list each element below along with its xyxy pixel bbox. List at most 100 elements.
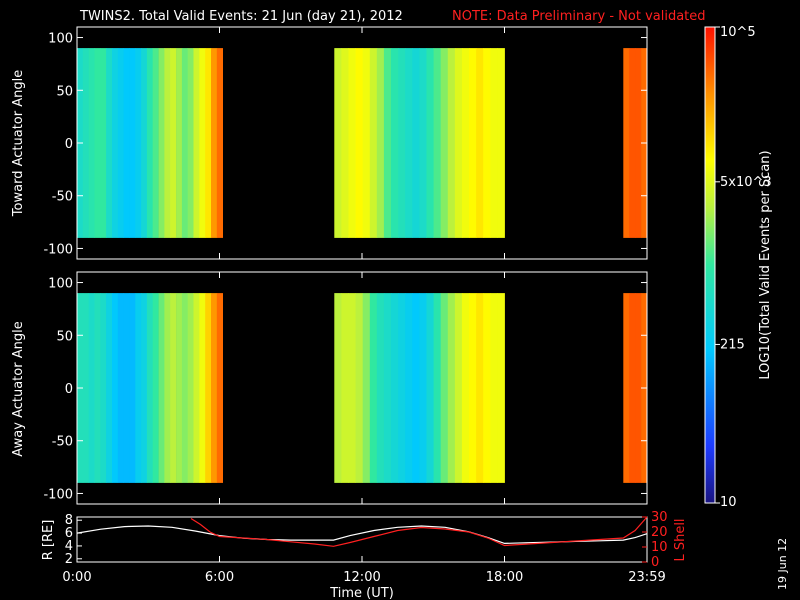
r-axis-label: R [RE]	[41, 520, 56, 561]
r-tick-label: 2	[65, 552, 73, 567]
heatmap-column	[164, 293, 171, 483]
heatmap-column	[152, 293, 159, 483]
heatmap-column	[158, 48, 165, 238]
heatmap-column	[461, 48, 470, 238]
time-tick-label: 18:00	[486, 570, 523, 585]
heatmap-column	[176, 48, 183, 238]
ytick-label: 50	[56, 84, 73, 99]
heatmap-column	[412, 293, 420, 483]
heatmap-column	[199, 48, 206, 238]
heatmap-column	[490, 48, 498, 238]
heatmap-column	[476, 293, 484, 483]
heatmap-column	[391, 48, 399, 238]
colorbar-ticks: 10 215 5x10^3 10^5	[715, 25, 772, 510]
ytick-label: 100	[48, 32, 73, 47]
heatmap-column	[405, 293, 413, 483]
away-yticks: -100 -50 0 50 100	[43, 277, 647, 502]
heatmap-column	[94, 293, 101, 483]
heatmap-column	[635, 48, 642, 238]
r-tick-label: 4	[65, 539, 73, 554]
heatmap-column	[483, 48, 491, 238]
away-heatmap	[77, 293, 648, 483]
heatmap-column	[476, 48, 484, 238]
toward-heatmap	[77, 48, 648, 238]
heatmap-column	[376, 293, 385, 483]
heatmap-column	[348, 293, 356, 483]
heatmap-column	[176, 293, 183, 483]
ytick-label: -100	[43, 487, 73, 502]
colorbar-gradient	[704, 26, 716, 504]
heatmap-column	[170, 48, 177, 238]
heatmap-column	[369, 48, 378, 238]
time-tick-label: 23:59	[628, 570, 665, 585]
heatmap-column	[88, 48, 95, 238]
heatmap-column	[447, 48, 456, 238]
heatmap-column	[94, 48, 101, 238]
heatmap-column	[629, 293, 636, 483]
heatmap-column	[334, 293, 342, 483]
toward-panel: -100 -50 0 50 100 Toward Actuator Angle	[11, 26, 648, 260]
away-ylabel: Away Actuator Angle	[11, 321, 26, 456]
heatmap-column	[454, 48, 463, 238]
colorbar-tick-label: 10^5	[720, 25, 756, 40]
heatmap-column	[100, 293, 107, 483]
heatmap-column	[419, 293, 427, 483]
heatmap-column	[158, 293, 165, 483]
preliminary-note: NOTE: Data Preliminary - Not validated	[452, 9, 706, 24]
heatmap-column	[447, 293, 456, 483]
lshell-tick-label: 10	[651, 540, 668, 555]
heatmap-column	[205, 48, 212, 238]
heatmap-column	[369, 293, 378, 483]
colorbar-tick-label: 215	[720, 337, 745, 352]
heatmap-column	[433, 48, 442, 238]
heatmap-column	[341, 293, 349, 483]
heatmap-column	[440, 293, 449, 483]
heatmap-column	[341, 48, 349, 238]
heatmap-column	[117, 293, 124, 483]
heatmap-column	[112, 48, 119, 238]
heatmap-column	[433, 293, 442, 483]
heatmap-column	[454, 293, 463, 483]
heatmap-column	[469, 293, 477, 483]
ytick-label: -100	[43, 242, 73, 257]
heatmap-column	[623, 48, 630, 238]
lshell-tick-label: 30	[651, 510, 668, 525]
heatmap-column	[426, 293, 434, 483]
toward-yticks: -100 -50 0 50 100	[43, 32, 647, 257]
heatmap-column	[383, 48, 392, 238]
heatmap-column	[629, 48, 636, 238]
colorbar-tick-label: 10	[720, 495, 737, 510]
heatmap-column	[152, 48, 159, 238]
heatmap-column	[123, 48, 130, 238]
heatmap-column	[216, 48, 223, 238]
heatmap-column	[88, 293, 95, 483]
heatmap-column	[193, 293, 200, 483]
lshell-axis-label: L Shell	[673, 518, 688, 561]
heatmap-column	[461, 293, 470, 483]
heatmap-column	[469, 48, 477, 238]
heatmap-column	[164, 48, 171, 238]
heatmap-column	[405, 48, 413, 238]
heatmap-column	[205, 293, 212, 483]
heatmap-column	[376, 48, 385, 238]
heatmap-column	[362, 293, 371, 483]
heatmap-column	[187, 293, 194, 483]
heatmap-column	[362, 48, 371, 238]
heatmap-column	[440, 48, 449, 238]
heatmap-column	[412, 48, 420, 238]
heatmap-column	[623, 293, 630, 483]
heatmap-column	[355, 48, 364, 238]
heatmap-column	[483, 293, 491, 483]
heatmap-column	[391, 293, 399, 483]
r-distance-line	[76, 525, 648, 545]
heatmap-column	[123, 293, 130, 483]
r-tick-label: 8	[65, 513, 73, 528]
heatmap-column	[497, 293, 505, 483]
heatmap-column	[106, 48, 113, 238]
heatmap-column	[490, 293, 498, 483]
heatmap-column	[383, 293, 392, 483]
colorbar-label: LOG10(Total Valid Events per Scan)	[758, 150, 773, 379]
